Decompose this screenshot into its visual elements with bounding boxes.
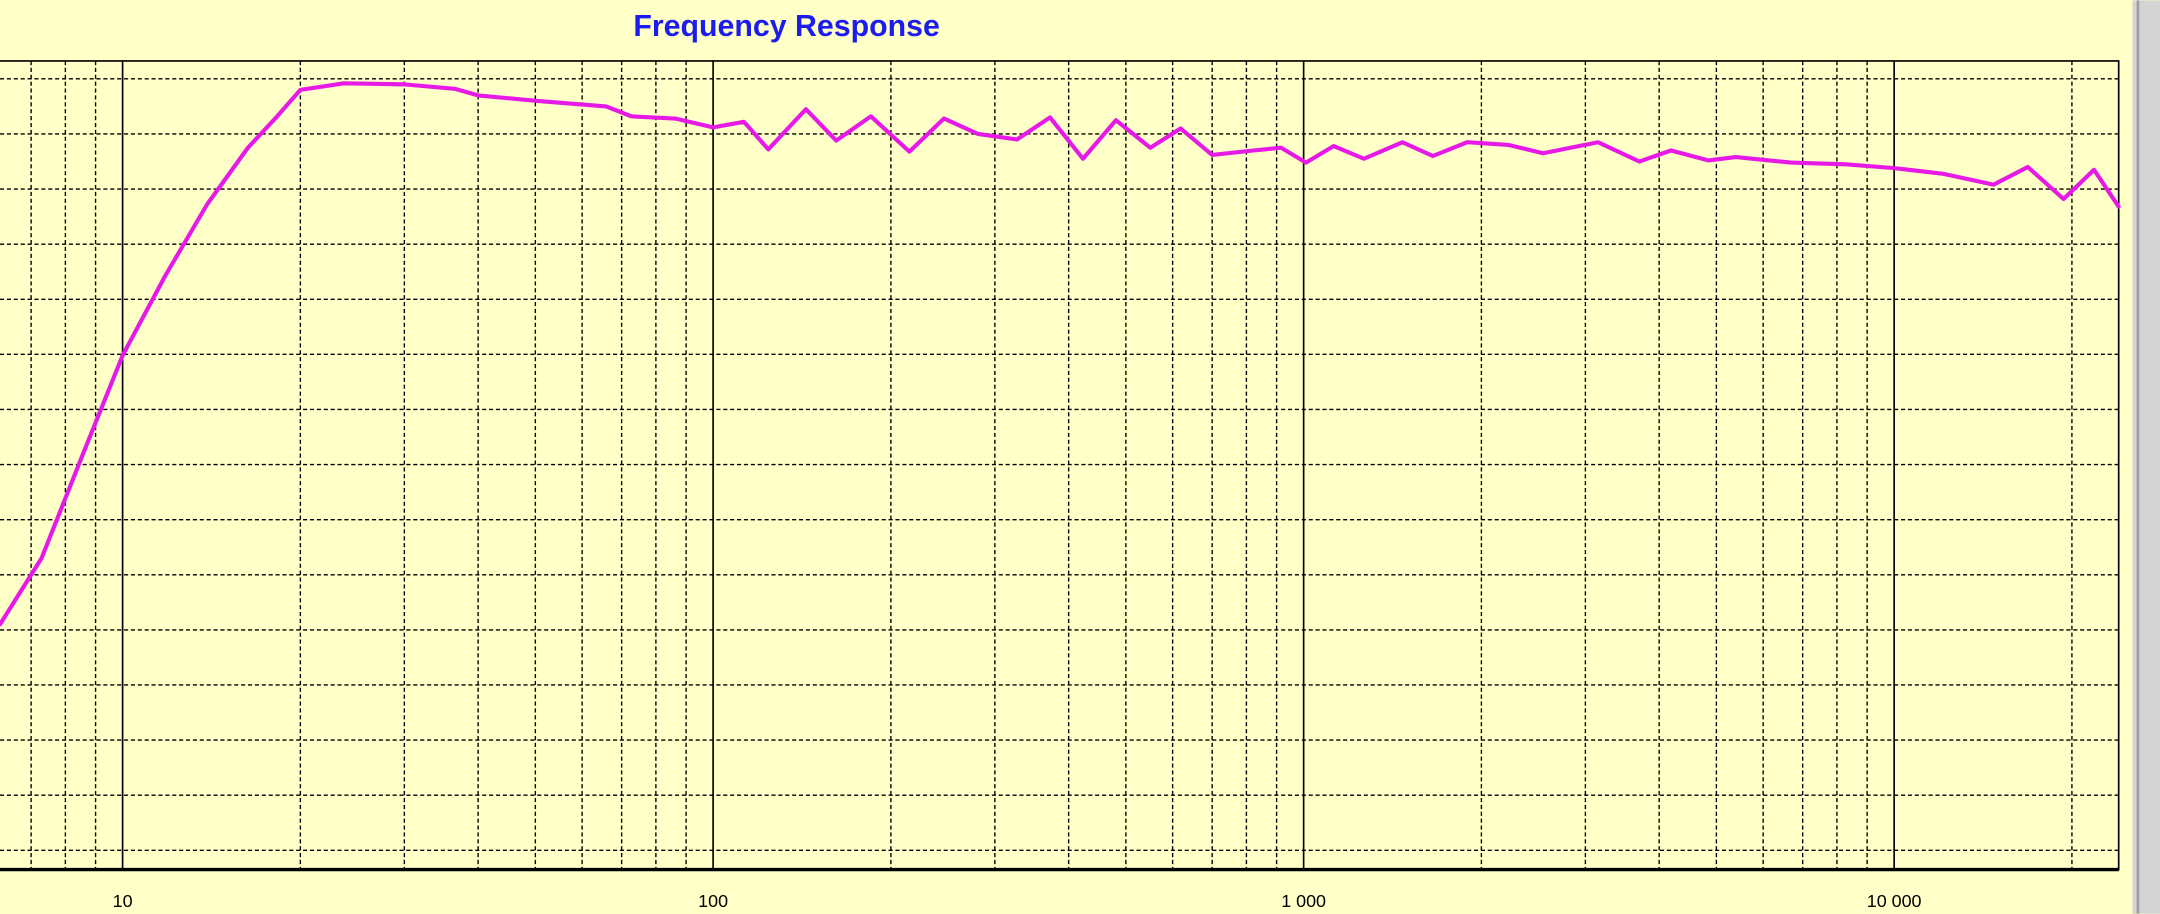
x-tick-label: 100: [698, 891, 728, 911]
x-tick-label: 10: [113, 891, 133, 911]
x-tick-label: 1 000: [1281, 891, 1326, 911]
response-line: [0, 81, 2121, 627]
x-tick-label: 10 000: [1867, 891, 1922, 911]
window-edge: [2132, 0, 2160, 914]
chart-title: Frequency Response: [633, 10, 939, 43]
